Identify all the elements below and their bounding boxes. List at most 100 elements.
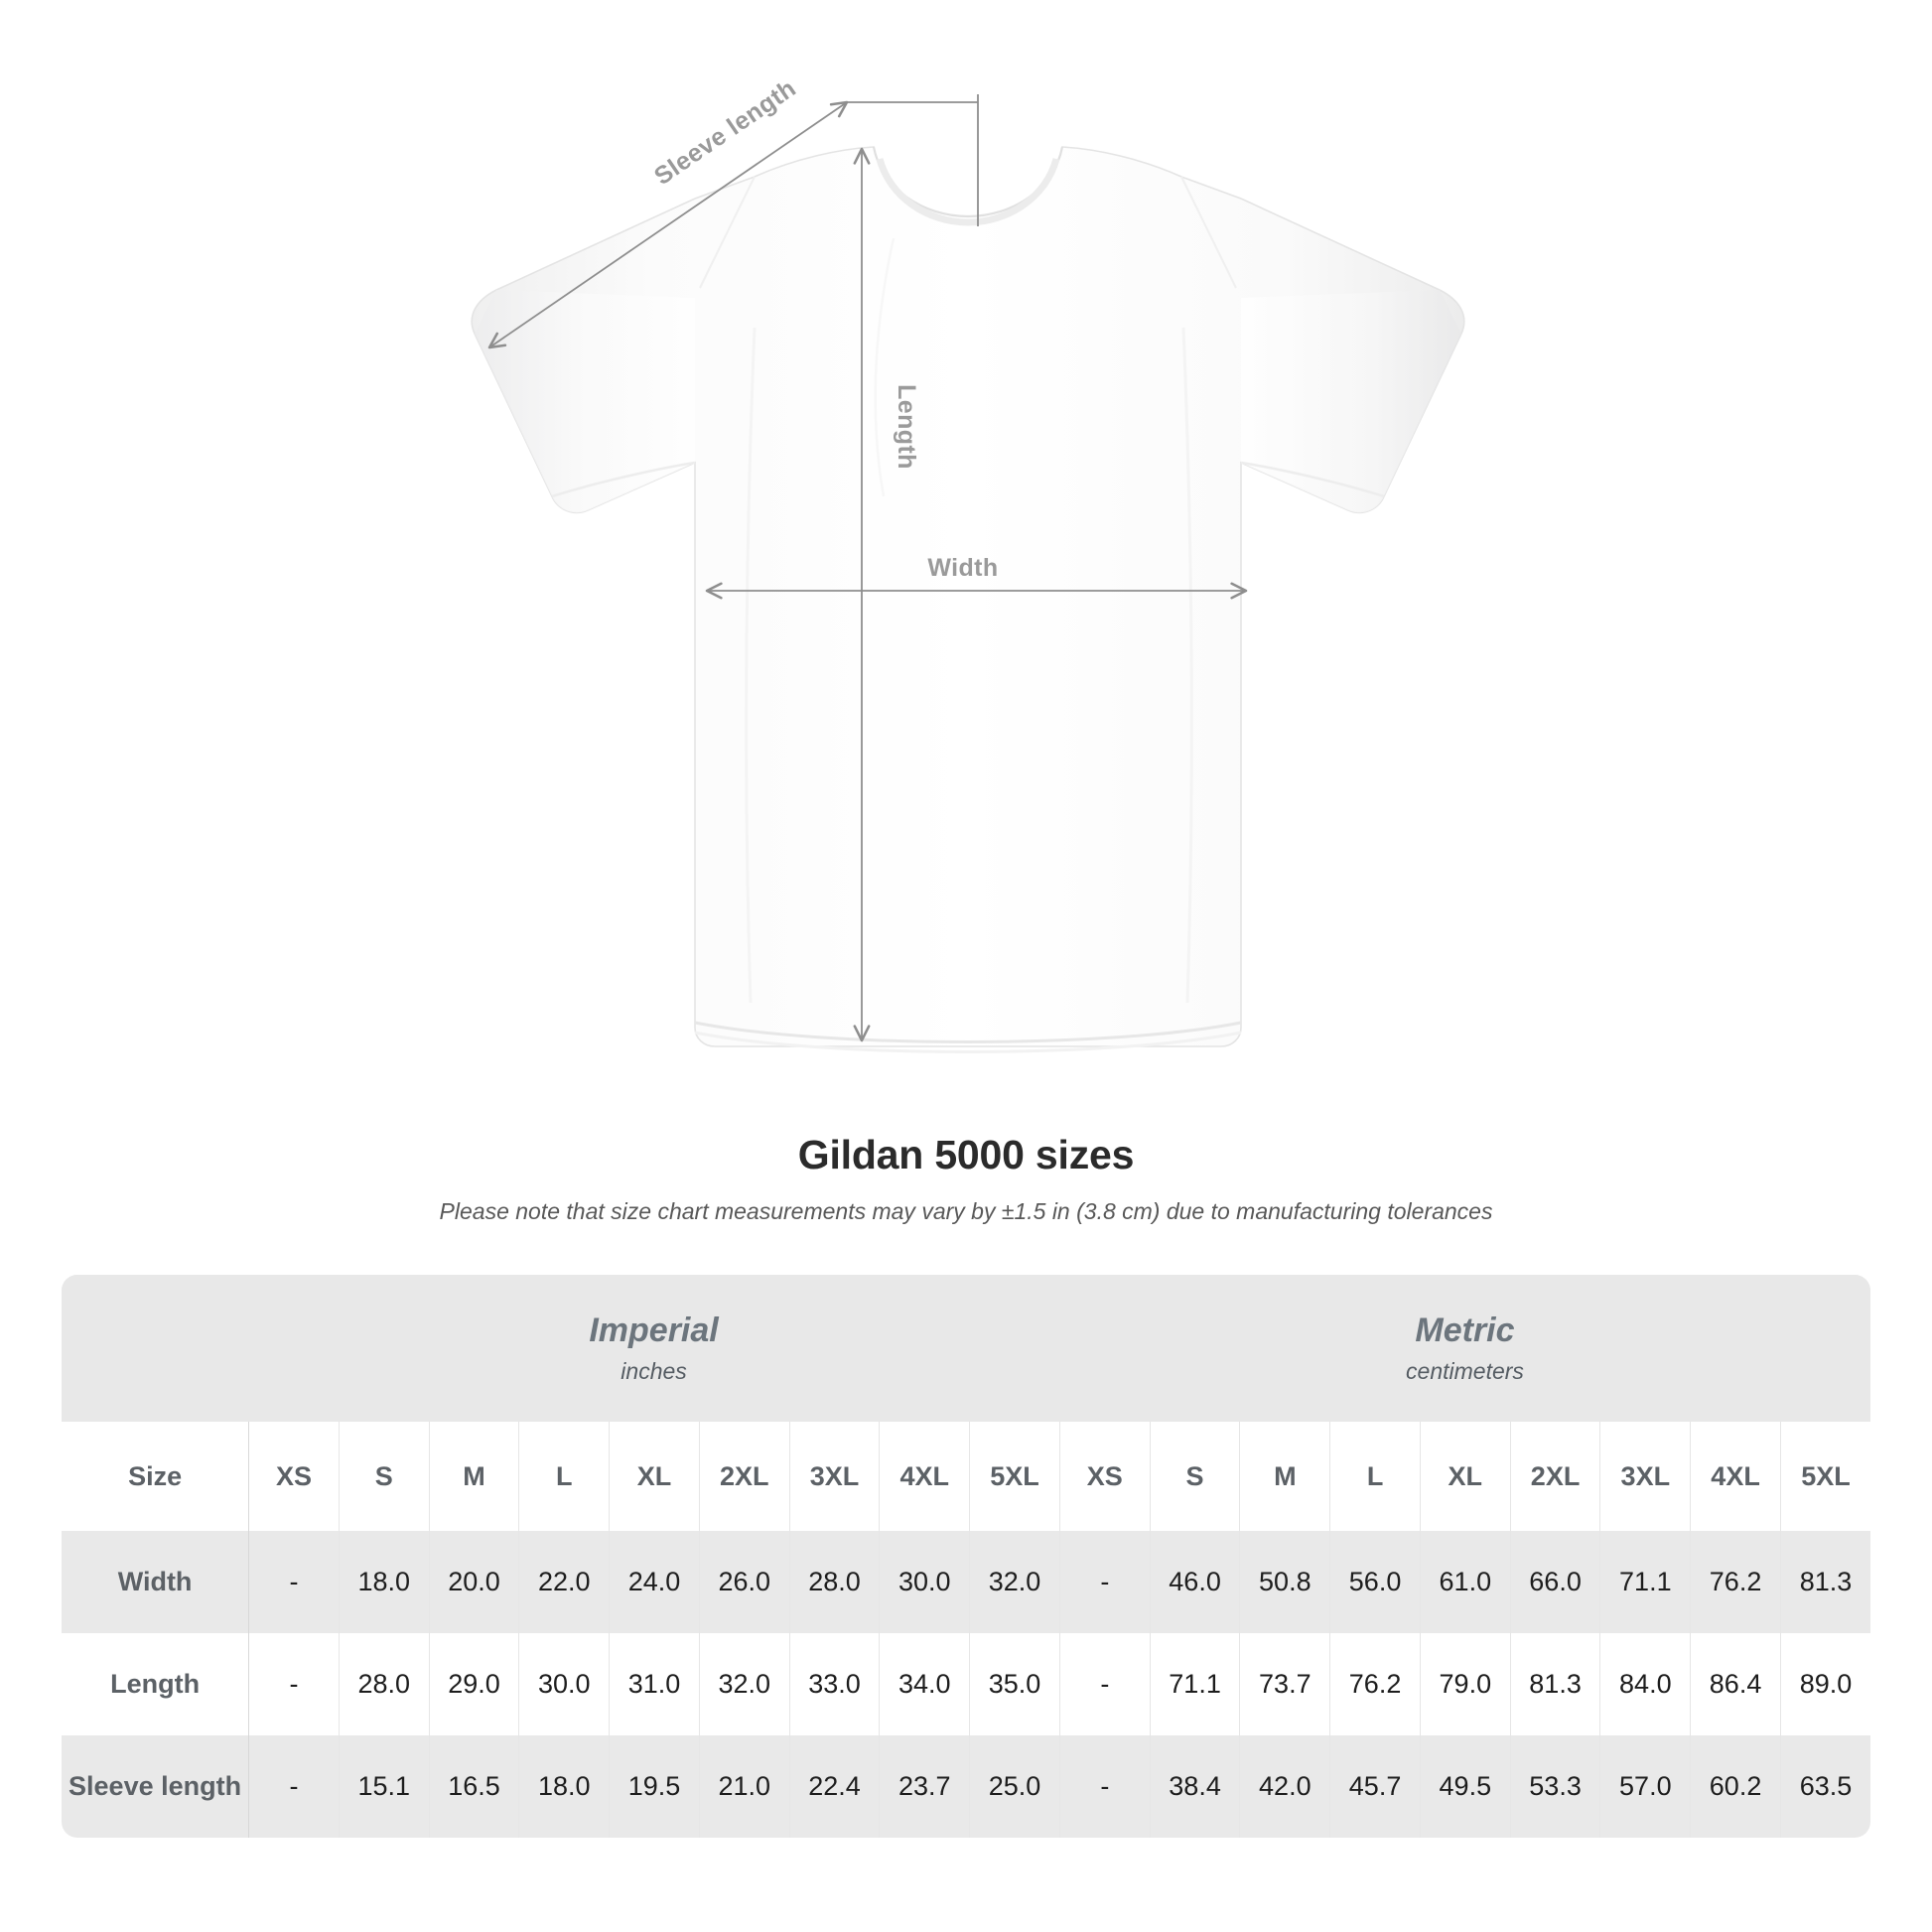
column-header-metric-xl: XL (1419, 1422, 1510, 1531)
cell-width-imperial-xs: - (248, 1531, 339, 1633)
cell-length-imperial-4xl: 34.0 (879, 1633, 970, 1735)
cell-width-imperial-m: 20.0 (428, 1531, 519, 1633)
page-title: Gildan 5000 sizes (797, 1132, 1135, 1177)
cell-width-metric-xl: 61.0 (1419, 1531, 1510, 1633)
cell-sleeve-length-metric-xs: - (1058, 1735, 1150, 1838)
cell-length-metric-2xl: 81.3 (1509, 1633, 1600, 1735)
row-label-sleeve-length: Sleeve length (62, 1735, 249, 1838)
cell-length-metric-xl: 79.0 (1419, 1633, 1510, 1735)
cell-width-metric-xs: - (1058, 1531, 1150, 1633)
cell-width-imperial-3xl: 28.0 (788, 1531, 880, 1633)
cell-width-imperial-4xl: 30.0 (879, 1531, 970, 1633)
column-header-imperial-s: S (338, 1422, 429, 1531)
column-header-size: Size (62, 1422, 249, 1531)
cell-width-imperial-l: 22.0 (518, 1531, 610, 1633)
cell-width-metric-m: 50.8 (1239, 1531, 1330, 1633)
unit-group-imperial-name: Imperial (589, 1311, 719, 1349)
column-header-imperial-xl: XL (609, 1422, 699, 1531)
unit-banner-row: Imperial inches Metric centimeters (62, 1275, 1870, 1422)
unit-banner-spacer (62, 1275, 249, 1422)
size-chart-table-wrapper: Imperial inches Metric centimeters Size … (62, 1275, 1870, 1838)
table-row: Width - 18.0 20.0 22.0 24.0 26.0 28.0 30… (62, 1531, 1870, 1633)
cell-width-metric-3xl: 71.1 (1599, 1531, 1691, 1633)
unit-group-imperial: Imperial inches (248, 1275, 1059, 1422)
cell-length-imperial-5xl: 35.0 (969, 1633, 1059, 1735)
cell-sleeve-length-metric-4xl: 60.2 (1690, 1735, 1780, 1838)
cell-sleeve-length-imperial-4xl: 23.7 (879, 1735, 970, 1838)
tolerance-note: Please note that size chart measurements… (439, 1198, 1493, 1224)
cell-sleeve-length-imperial-5xl: 25.0 (969, 1735, 1059, 1838)
cell-width-metric-s: 46.0 (1149, 1531, 1240, 1633)
table-row: Length - 28.0 29.0 30.0 31.0 32.0 33.0 3… (62, 1633, 1870, 1735)
chart-heading: Gildan 5000 sizes Please note that size … (0, 1132, 1932, 1225)
width-label: Width (927, 554, 998, 582)
cell-length-metric-l: 76.2 (1329, 1633, 1420, 1735)
cell-length-imperial-2xl: 32.0 (698, 1633, 789, 1735)
cell-width-imperial-5xl: 32.0 (969, 1531, 1059, 1633)
table-header-row: Size XS S M L XL 2XL 3XL 4XL 5XL XS S M … (62, 1422, 1870, 1531)
column-header-metric-5xl: 5XL (1779, 1422, 1870, 1531)
column-header-metric-l: L (1329, 1422, 1420, 1531)
cell-length-imperial-xl: 31.0 (609, 1633, 699, 1735)
cell-length-imperial-l: 30.0 (518, 1633, 610, 1735)
unit-group-metric-unit: centimeters (1406, 1358, 1524, 1385)
unit-group-imperial-unit: inches (621, 1358, 687, 1385)
column-header-imperial-m: M (428, 1422, 519, 1531)
cell-length-metric-s: 71.1 (1149, 1633, 1240, 1735)
cell-sleeve-length-imperial-m: 16.5 (428, 1735, 519, 1838)
cell-sleeve-length-imperial-3xl: 22.4 (788, 1735, 880, 1838)
cell-sleeve-length-imperial-2xl: 21.0 (698, 1735, 789, 1838)
cell-sleeve-length-imperial-l: 18.0 (518, 1735, 610, 1838)
column-header-metric-4xl: 4XL (1690, 1422, 1780, 1531)
cell-length-metric-m: 73.7 (1239, 1633, 1330, 1735)
column-header-imperial-3xl: 3XL (788, 1422, 880, 1531)
cell-sleeve-length-metric-s: 38.4 (1149, 1735, 1240, 1838)
unit-group-metric-name: Metric (1415, 1311, 1515, 1349)
cell-sleeve-length-metric-2xl: 53.3 (1509, 1735, 1600, 1838)
tshirt-illustration (471, 146, 1465, 1053)
cell-sleeve-length-imperial-xs: - (248, 1735, 339, 1838)
cell-length-metric-4xl: 86.4 (1690, 1633, 1780, 1735)
cell-length-metric-xs: - (1058, 1633, 1150, 1735)
length-label: Length (893, 384, 920, 470)
row-label-length: Length (62, 1633, 249, 1735)
cell-length-imperial-s: 28.0 (338, 1633, 429, 1735)
sleeve-length-arrow (487, 100, 849, 349)
table-row: Sleeve length - 15.1 16.5 18.0 19.5 21.0… (62, 1735, 1870, 1838)
cell-width-metric-l: 56.0 (1329, 1531, 1420, 1633)
cell-sleeve-length-metric-l: 45.7 (1329, 1735, 1420, 1838)
cell-length-imperial-m: 29.0 (428, 1633, 519, 1735)
cell-length-metric-5xl: 89.0 (1779, 1633, 1870, 1735)
cell-sleeve-length-metric-m: 42.0 (1239, 1735, 1330, 1838)
column-header-imperial-l: L (518, 1422, 610, 1531)
cell-sleeve-length-imperial-s: 15.1 (338, 1735, 429, 1838)
cell-length-imperial-3xl: 33.0 (788, 1633, 880, 1735)
column-header-imperial-4xl: 4XL (879, 1422, 970, 1531)
cell-width-imperial-xl: 24.0 (609, 1531, 699, 1633)
width-annotation: Width (705, 554, 1248, 600)
column-header-imperial-5xl: 5XL (969, 1422, 1059, 1531)
column-header-metric-s: S (1149, 1422, 1240, 1531)
column-header-metric-xs: XS (1058, 1422, 1150, 1531)
cell-width-metric-5xl: 81.3 (1779, 1531, 1870, 1633)
tshirt-measurement-diagram: Sleeve length Length Width (471, 74, 1465, 1053)
cell-sleeve-length-imperial-xl: 19.5 (609, 1735, 699, 1838)
column-header-metric-3xl: 3XL (1599, 1422, 1691, 1531)
column-header-imperial-2xl: 2XL (698, 1422, 789, 1531)
cell-sleeve-length-metric-5xl: 63.5 (1779, 1735, 1870, 1838)
size-chart-table: Imperial inches Metric centimeters Size … (62, 1275, 1870, 1838)
cell-sleeve-length-metric-xl: 49.5 (1419, 1735, 1510, 1838)
column-header-metric-m: M (1239, 1422, 1330, 1531)
cell-length-imperial-xs: - (248, 1633, 339, 1735)
cell-width-metric-4xl: 76.2 (1690, 1531, 1780, 1633)
row-label-width: Width (62, 1531, 249, 1633)
column-header-metric-2xl: 2XL (1509, 1422, 1600, 1531)
unit-group-metric: Metric centimeters (1058, 1275, 1870, 1422)
cell-width-imperial-2xl: 26.0 (698, 1531, 789, 1633)
cell-width-metric-2xl: 66.0 (1509, 1531, 1600, 1633)
column-header-imperial-xs: XS (248, 1422, 339, 1531)
cell-sleeve-length-metric-3xl: 57.0 (1599, 1735, 1691, 1838)
cell-length-metric-3xl: 84.0 (1599, 1633, 1691, 1735)
cell-width-imperial-s: 18.0 (338, 1531, 429, 1633)
